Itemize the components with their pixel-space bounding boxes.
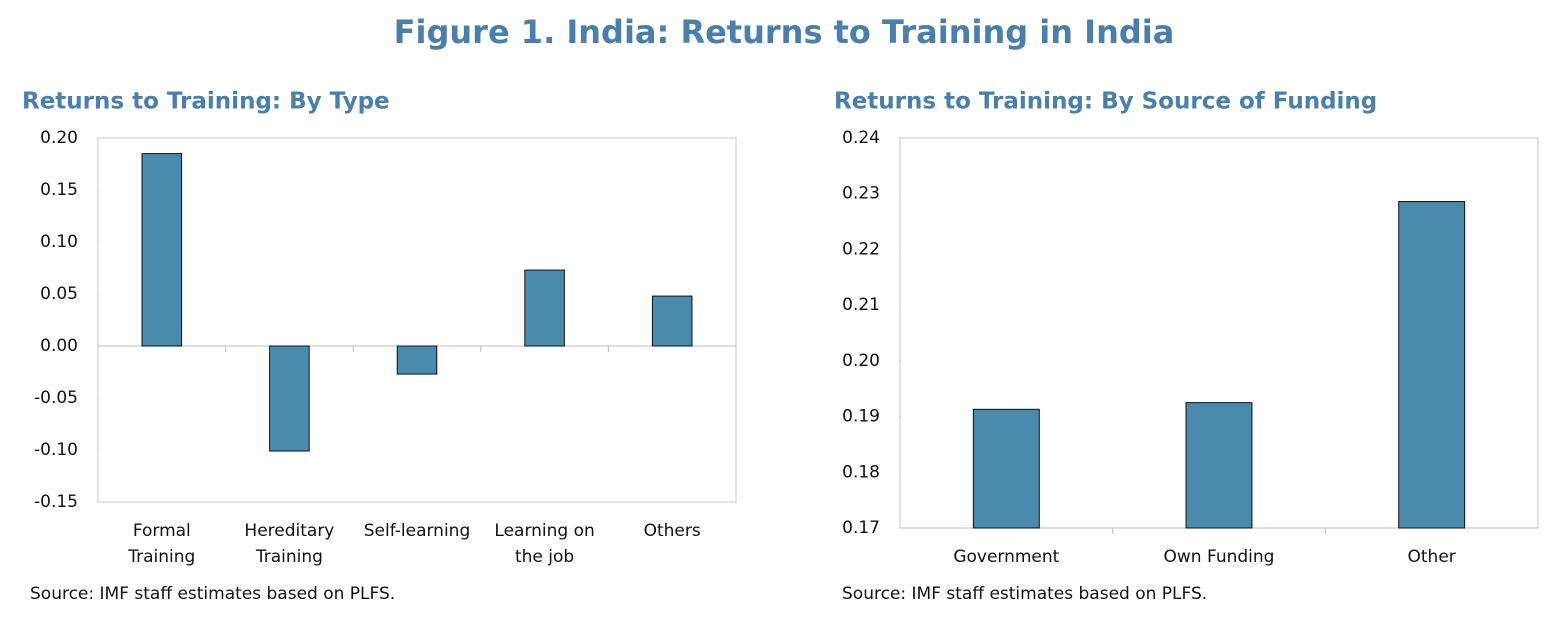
x-tick-label: Own Funding: [1163, 547, 1275, 567]
y-tick-label: 0.17: [842, 518, 880, 538]
bar: [141, 153, 183, 347]
y-tick-label: -0.10: [34, 440, 78, 460]
y-tick-label: 0.24: [842, 128, 880, 148]
bar: [651, 295, 693, 347]
figure-title: Figure 1. India: Returns to Training in …: [394, 13, 1175, 51]
y-tick-label: 0.20: [842, 351, 880, 371]
x-tick-label: Learning on the job: [494, 521, 595, 567]
y-tick-label: 0.23: [842, 184, 880, 204]
bar: [1185, 402, 1253, 529]
x-tick-label: Other: [1407, 547, 1456, 567]
source-note: Source: IMF staff estimates based on PLF…: [842, 584, 1207, 604]
x-tick-label: Hereditary Training: [244, 521, 335, 567]
y-tick-label: 0.05: [40, 284, 78, 304]
y-tick-label: 0.10: [40, 232, 78, 252]
bar: [269, 345, 310, 452]
y-tick-label: 0.19: [842, 407, 880, 427]
y-tick-label: -0.15: [34, 492, 78, 512]
y-tick-label: 0.21: [842, 295, 880, 315]
x-tick-label: Formal Training: [128, 521, 196, 567]
plot-frame: [97, 137, 737, 503]
chart-title: Returns to Training: By Type: [22, 89, 390, 115]
bar: [972, 408, 1040, 529]
x-tick-label: Self-learning: [363, 521, 471, 541]
y-tick-label: -0.05: [34, 388, 78, 408]
y-tick-label: 0.00: [40, 336, 78, 356]
chart-title: Returns to Training: By Source of Fundin…: [834, 89, 1377, 115]
x-tick-label: Others: [643, 521, 701, 541]
bar: [396, 345, 438, 375]
y-tick-label: 0.18: [842, 462, 880, 482]
y-tick-label: 0.22: [842, 239, 880, 259]
y-tick-label: 0.20: [40, 128, 78, 148]
source-note: Source: IMF staff estimates based on PLF…: [30, 584, 395, 604]
bar: [1398, 201, 1466, 529]
y-tick-label: 0.15: [40, 180, 78, 200]
bar: [524, 269, 565, 347]
x-tick-label: Government: [953, 547, 1060, 567]
